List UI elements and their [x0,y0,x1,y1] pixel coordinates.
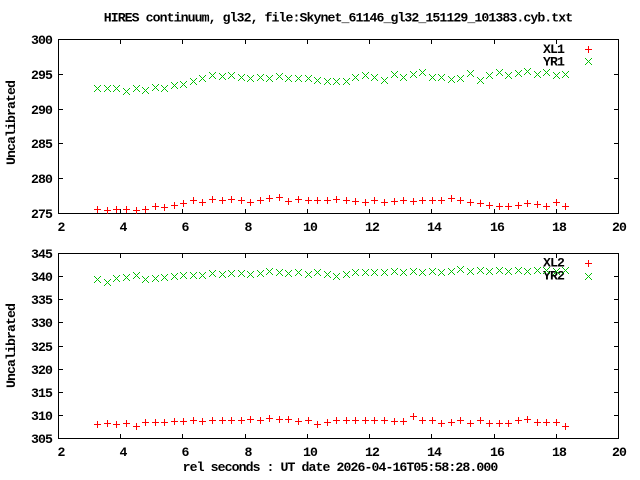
svg-text:275: 275 [31,207,53,222]
svg-text:18: 18 [552,220,567,235]
svg-text:325: 325 [31,340,53,355]
svg-text:rel seconds : UT date 2026-04-: rel seconds : UT date 2026-04-16T05:58:2… [183,460,499,475]
svg-text:18: 18 [552,445,567,460]
svg-text:8: 8 [245,220,253,235]
svg-text:8: 8 [245,445,253,460]
svg-text:HIRES continuum, gl32, file:Sk: HIRES continuum, gl32, file:Skynet_61146… [104,11,573,26]
svg-text:Uncalibrated: Uncalibrated [4,303,19,388]
svg-text:2: 2 [58,445,66,460]
svg-text:14: 14 [427,220,442,235]
svg-text:XL2: XL2 [543,256,565,271]
svg-text:315: 315 [31,386,53,401]
svg-text:285: 285 [31,137,53,152]
svg-text:16: 16 [490,445,505,460]
svg-text:340: 340 [31,270,53,285]
svg-text:6: 6 [182,445,190,460]
svg-text:330: 330 [31,316,53,331]
svg-text:XL1: XL1 [543,42,565,57]
svg-text:300: 300 [31,33,53,48]
svg-text:12: 12 [365,445,380,460]
svg-text:310: 310 [31,409,53,424]
svg-text:20: 20 [612,445,627,460]
svg-text:20: 20 [612,220,627,235]
svg-text:14: 14 [427,445,442,460]
svg-text:4: 4 [120,445,128,460]
svg-text:320: 320 [31,363,53,378]
svg-text:280: 280 [31,172,53,187]
svg-text:305: 305 [31,432,53,447]
svg-text:2: 2 [58,220,66,235]
svg-text:4: 4 [120,220,128,235]
svg-text:Uncalibrated: Uncalibrated [4,80,19,165]
svg-text:295: 295 [31,68,53,83]
svg-text:6: 6 [182,220,190,235]
svg-text:335: 335 [31,293,53,308]
svg-text:YR1: YR1 [543,55,565,70]
svg-text:10: 10 [303,445,318,460]
svg-text:290: 290 [31,103,53,118]
svg-text:16: 16 [490,220,505,235]
svg-text:12: 12 [365,220,380,235]
svg-text:10: 10 [303,220,318,235]
svg-text:345: 345 [31,247,53,262]
